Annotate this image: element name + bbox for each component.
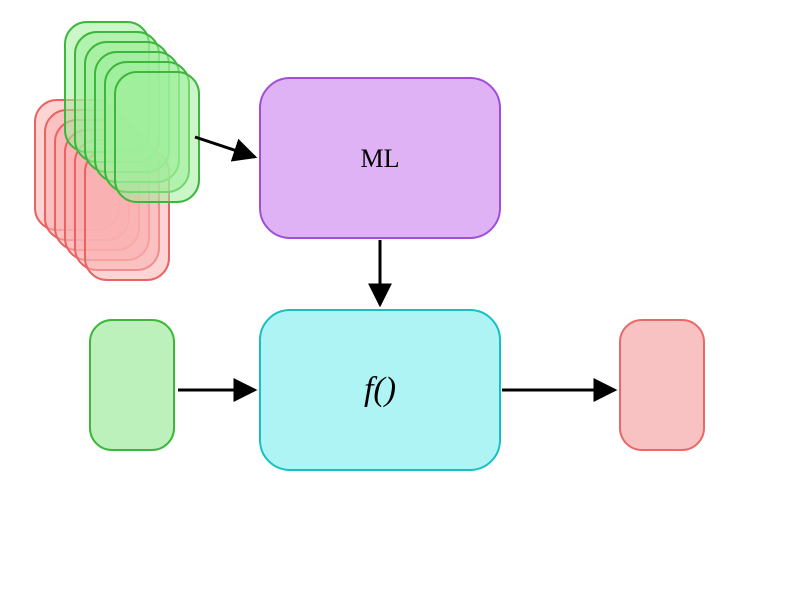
output-card (620, 320, 704, 450)
arrow-stack-to-ml (195, 137, 255, 157)
input-card (90, 320, 174, 450)
function-label: f() (364, 371, 396, 408)
diagram-canvas: ML f() (0, 0, 800, 600)
ml-label: ML (361, 144, 400, 173)
pos-card (115, 72, 199, 202)
